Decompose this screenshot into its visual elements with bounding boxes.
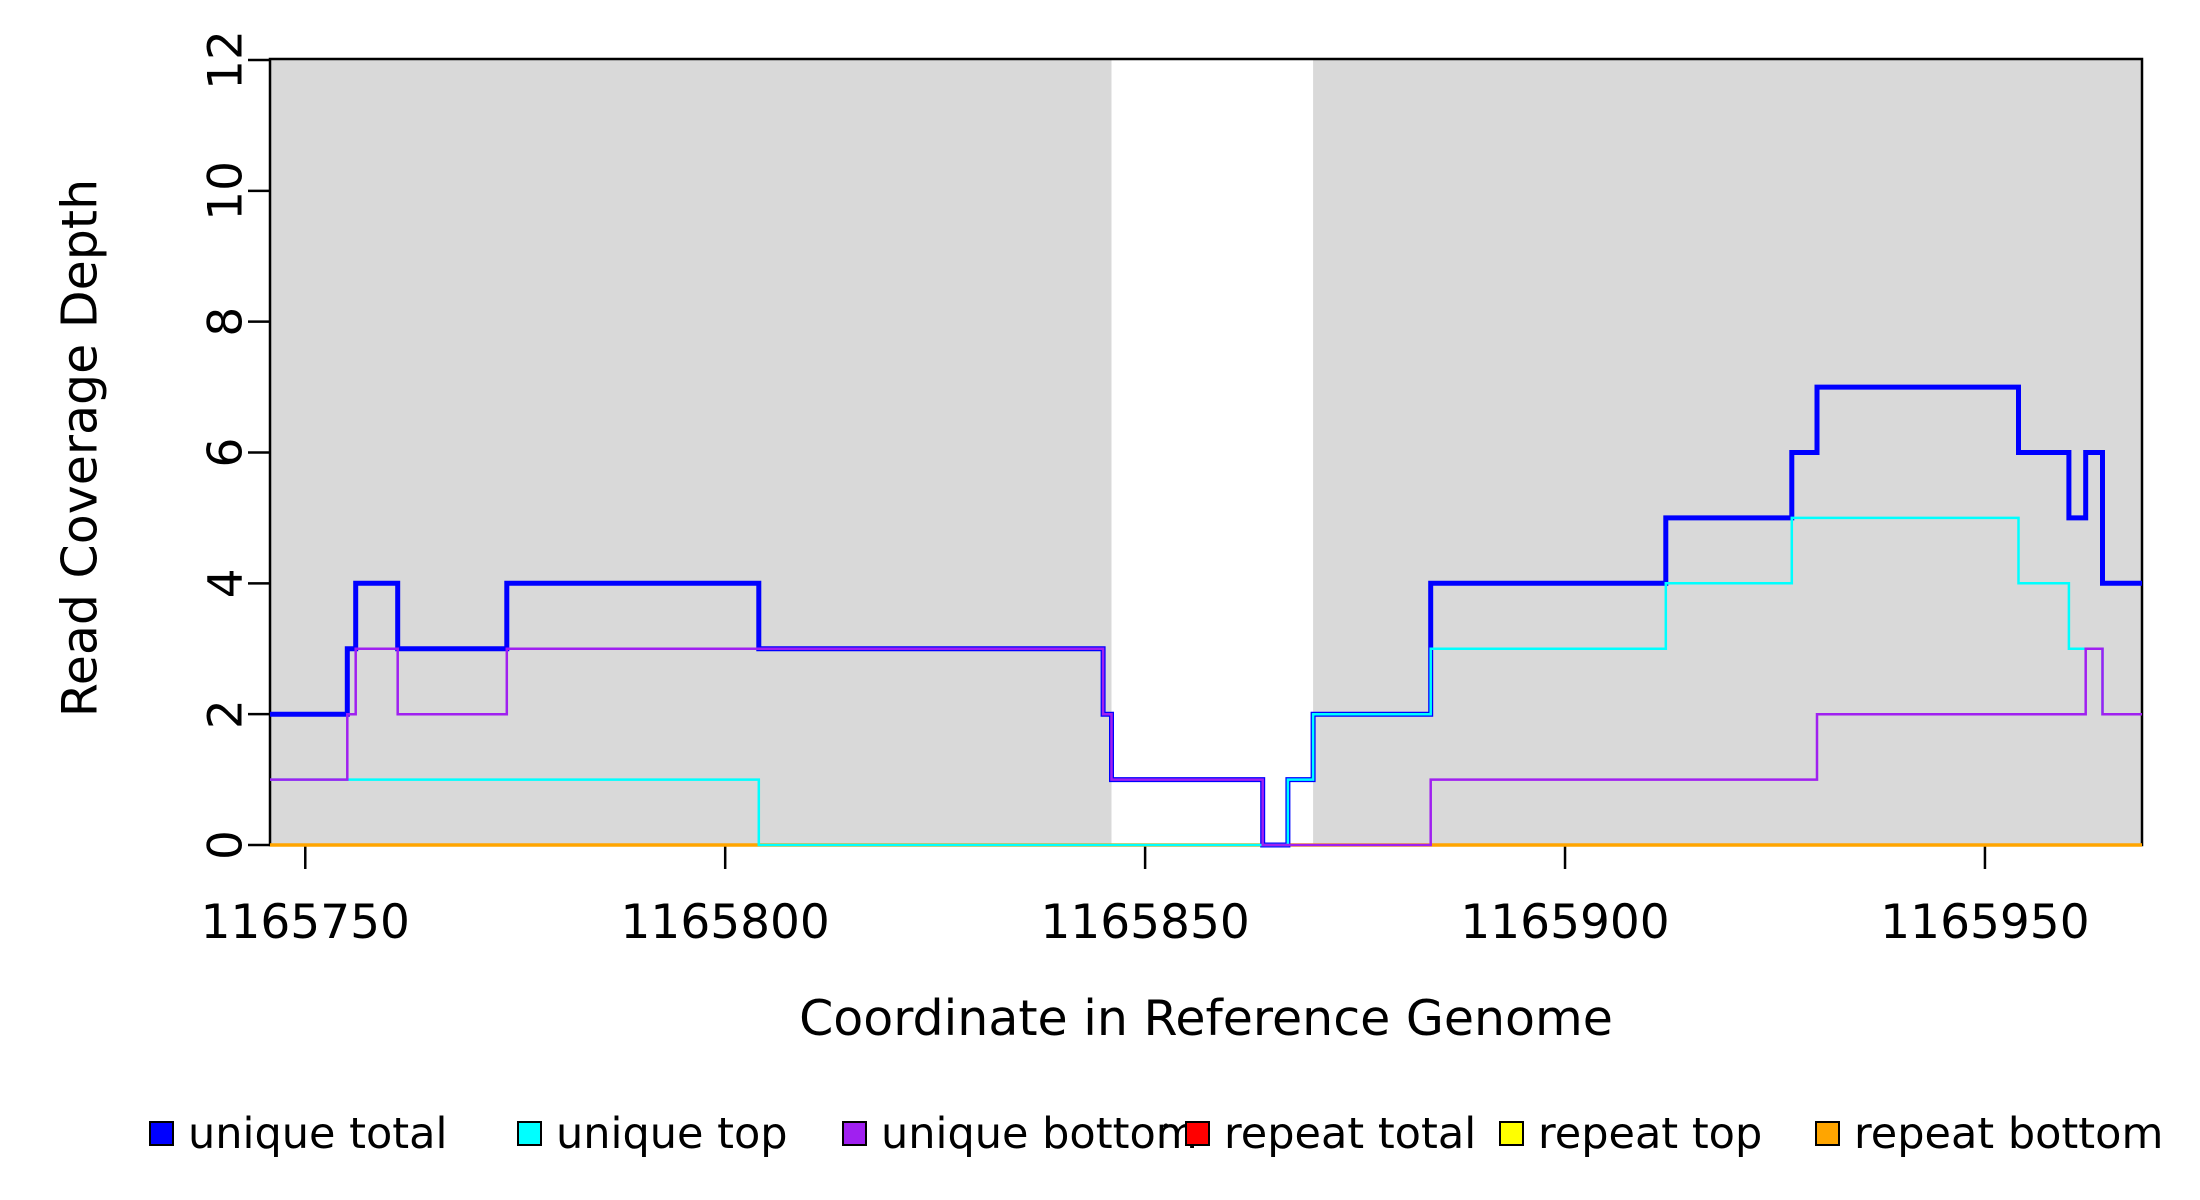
legend-swatch: [149, 1121, 174, 1146]
legend-item: repeat top: [1499, 1109, 1762, 1159]
x-tick-label: 1165850: [1040, 895, 1249, 950]
y-tick-label: 12: [199, 30, 254, 90]
x-tick-label: 1165950: [1880, 895, 2089, 950]
legend-item: repeat bottom: [1815, 1109, 2163, 1159]
legend-label: repeat total: [1224, 1109, 1476, 1159]
y-tick-label: 0: [199, 830, 254, 860]
y-tick-label: 8: [199, 307, 254, 337]
series-line-unique-bottom: [270, 647, 2142, 847]
y-tick-label: 2: [199, 699, 254, 729]
y-axis-title: Read Coverage Depth: [51, 178, 109, 718]
legend-swatch: [1815, 1121, 1840, 1146]
repeat-region-shading: [270, 59, 1112, 845]
legend-item: unique top: [517, 1109, 788, 1159]
x-tick-label: 1165800: [621, 895, 830, 950]
legend-label: repeat top: [1538, 1109, 1762, 1159]
legend-label: unique bottom: [881, 1109, 1198, 1159]
legend-item: repeat total: [1185, 1109, 1476, 1159]
y-tick-label: 4: [199, 568, 254, 598]
legend-label: repeat bottom: [1854, 1109, 2163, 1159]
legend-swatch: [842, 1121, 867, 1146]
legend-swatch: [1499, 1121, 1524, 1146]
legend-label: unique total: [188, 1109, 447, 1159]
series-line-unique-top: [270, 516, 2142, 847]
y-tick-label: 10: [199, 161, 254, 221]
legend-swatch: [517, 1121, 542, 1146]
x-axis-title: Coordinate in Reference Genome: [799, 990, 1613, 1047]
legend-item: unique total: [149, 1109, 447, 1159]
y-tick-label: 6: [199, 438, 254, 468]
x-tick-label: 1165900: [1460, 895, 1669, 950]
legend-swatch: [1185, 1121, 1210, 1146]
x-tick-label: 1165750: [201, 895, 410, 950]
legend-label: unique top: [556, 1109, 788, 1159]
legend-item: unique bottom: [842, 1109, 1198, 1159]
stray-dot-artifact: [1163, 1123, 1169, 1129]
